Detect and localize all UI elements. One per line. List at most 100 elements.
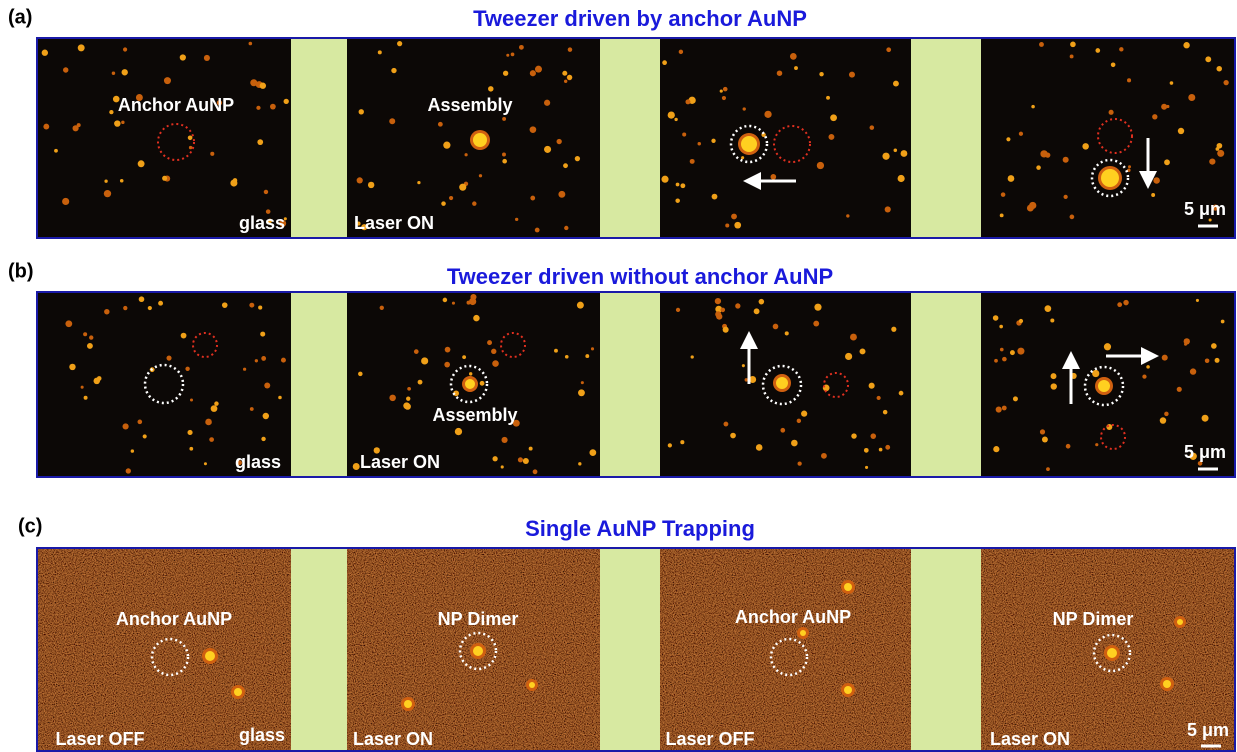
annotation: Assembly: [427, 95, 512, 115]
particle: [264, 190, 268, 194]
particle: [530, 70, 536, 76]
particle: [865, 466, 868, 469]
particle: [1183, 42, 1189, 48]
particle: [189, 447, 193, 451]
particle: [813, 321, 819, 327]
image-noise: [38, 549, 291, 750]
image-bg: [38, 39, 291, 237]
particle: [139, 296, 145, 302]
particle: [720, 90, 723, 93]
particle: [723, 422, 728, 427]
particle: [743, 107, 746, 110]
particle: [1221, 320, 1225, 324]
scale-label: 5 μm: [1187, 720, 1229, 740]
particle: [742, 364, 745, 367]
particle: [1063, 157, 1069, 163]
particle: [1190, 368, 1196, 374]
particle: [121, 121, 124, 124]
particle: [886, 47, 891, 52]
particle: [502, 117, 506, 121]
particle: [722, 96, 726, 100]
particle: [1095, 443, 1098, 446]
particle: [519, 45, 524, 50]
particle: [488, 86, 493, 91]
particle: [846, 214, 849, 217]
particle: [506, 54, 509, 57]
particle: [741, 156, 744, 159]
particle: [893, 81, 899, 87]
particle: [284, 99, 289, 104]
panel-label: (a): [8, 6, 32, 28]
particle: [1010, 350, 1015, 355]
particle: [797, 419, 801, 423]
particle: [864, 448, 869, 453]
particle: [204, 55, 210, 61]
separator: [911, 549, 981, 750]
particle: [1217, 143, 1223, 149]
particle: [1039, 42, 1044, 47]
panel-title: Tweezer driven without anchor AuNP: [447, 264, 833, 289]
particle: [143, 434, 147, 438]
spot: [800, 630, 806, 636]
particle: [445, 347, 451, 353]
particle: [544, 146, 551, 153]
scale-label: 5 μm: [1184, 199, 1226, 219]
particle: [43, 124, 49, 130]
particle: [529, 447, 533, 451]
annotation: glass: [239, 725, 285, 745]
particle: [1019, 319, 1023, 323]
particle: [723, 327, 729, 333]
particle: [798, 461, 802, 465]
particle: [256, 106, 260, 110]
annotation: Laser ON: [360, 452, 440, 472]
particle: [1188, 94, 1195, 101]
particle: [444, 362, 450, 368]
particle: [260, 332, 265, 337]
particle: [711, 139, 715, 143]
particle: [994, 359, 998, 363]
particle: [1017, 348, 1024, 355]
particle: [473, 315, 479, 321]
particle: [407, 387, 411, 391]
particle: [870, 433, 876, 439]
particle: [188, 135, 193, 140]
particle: [492, 456, 497, 461]
particle: [850, 334, 857, 341]
particle: [898, 175, 905, 182]
particle: [443, 142, 450, 149]
particle: [725, 223, 729, 227]
spot: [465, 379, 475, 389]
particle: [679, 50, 683, 54]
annotation: Anchor AuNP: [735, 607, 851, 627]
spot: [205, 651, 215, 661]
particle: [777, 70, 783, 76]
image-noise: [660, 549, 911, 750]
particle: [443, 298, 448, 303]
particle: [261, 437, 265, 441]
particle: [1119, 47, 1123, 51]
particle: [418, 380, 423, 385]
particle: [814, 304, 821, 311]
particle: [211, 405, 218, 412]
particle: [785, 331, 789, 335]
particle: [565, 355, 569, 359]
particle: [1002, 357, 1007, 362]
particle: [662, 60, 667, 65]
particle: [255, 359, 258, 362]
particle: [1019, 132, 1023, 136]
particle: [511, 53, 515, 57]
particle: [459, 184, 466, 191]
particle: [501, 437, 507, 443]
particle: [661, 176, 668, 183]
particle: [404, 403, 411, 410]
particle: [1216, 66, 1222, 72]
particle: [544, 100, 550, 106]
annotation: Laser ON: [990, 729, 1070, 749]
particle: [577, 302, 584, 309]
particle: [585, 354, 589, 358]
particle: [65, 320, 72, 327]
particle: [675, 198, 680, 203]
spot: [1101, 169, 1119, 187]
particle: [790, 53, 797, 60]
particle: [1198, 461, 1203, 466]
